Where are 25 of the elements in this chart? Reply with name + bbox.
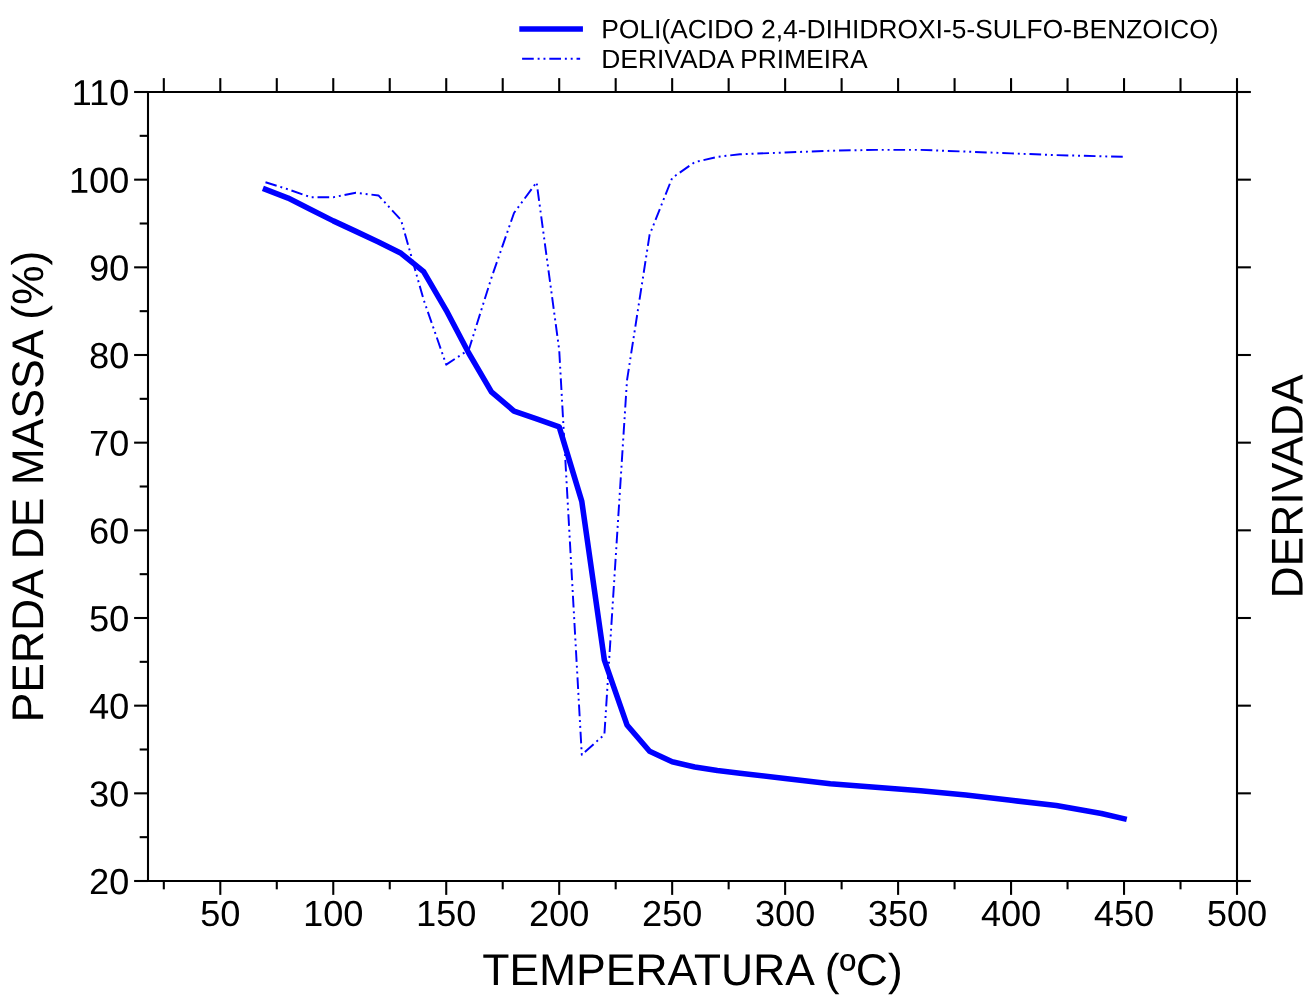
y-tick-label: 80 xyxy=(90,342,128,369)
legend-label: DERIVADA PRIMEIRA xyxy=(603,49,868,69)
x-tick-label: 50 xyxy=(201,900,239,927)
y-tick-label: 40 xyxy=(89,693,128,720)
x-tick-label: 400 xyxy=(981,900,1040,927)
legend-label: POLI(ACIDO 2,4-DIHIDROXI-5-SULFO-BENZOICO) xyxy=(603,19,1217,44)
y-tick-label: 20 xyxy=(90,868,128,895)
x-tick-label: 100 xyxy=(305,900,362,927)
y2-axis-title: DERIVADA xyxy=(1271,374,1303,595)
y-axis-title: PERDA DE MASSA (%) xyxy=(10,253,53,719)
y-tick-label: 30 xyxy=(90,781,128,807)
x-tick-label: 200 xyxy=(530,900,588,927)
x-tick-label: 500 xyxy=(1208,900,1266,927)
x-tick-label: 450 xyxy=(1094,900,1153,927)
y-tick-label: 60 xyxy=(90,518,128,544)
x-tick-label: 350 xyxy=(869,900,927,927)
x-tick-label: 150 xyxy=(418,900,475,927)
x-tick-label: 250 xyxy=(643,900,701,927)
x-axis-title: TEMPERATURA (ºC) xyxy=(483,952,900,995)
y-tick-label: 70 xyxy=(90,430,128,457)
y-tick-label: 110 xyxy=(74,79,128,106)
y-tick-label: 50 xyxy=(90,605,128,632)
y-tick-label: 100 xyxy=(71,167,128,194)
x-tick-label: 300 xyxy=(756,900,814,927)
y-tick-label: 90 xyxy=(90,255,128,281)
